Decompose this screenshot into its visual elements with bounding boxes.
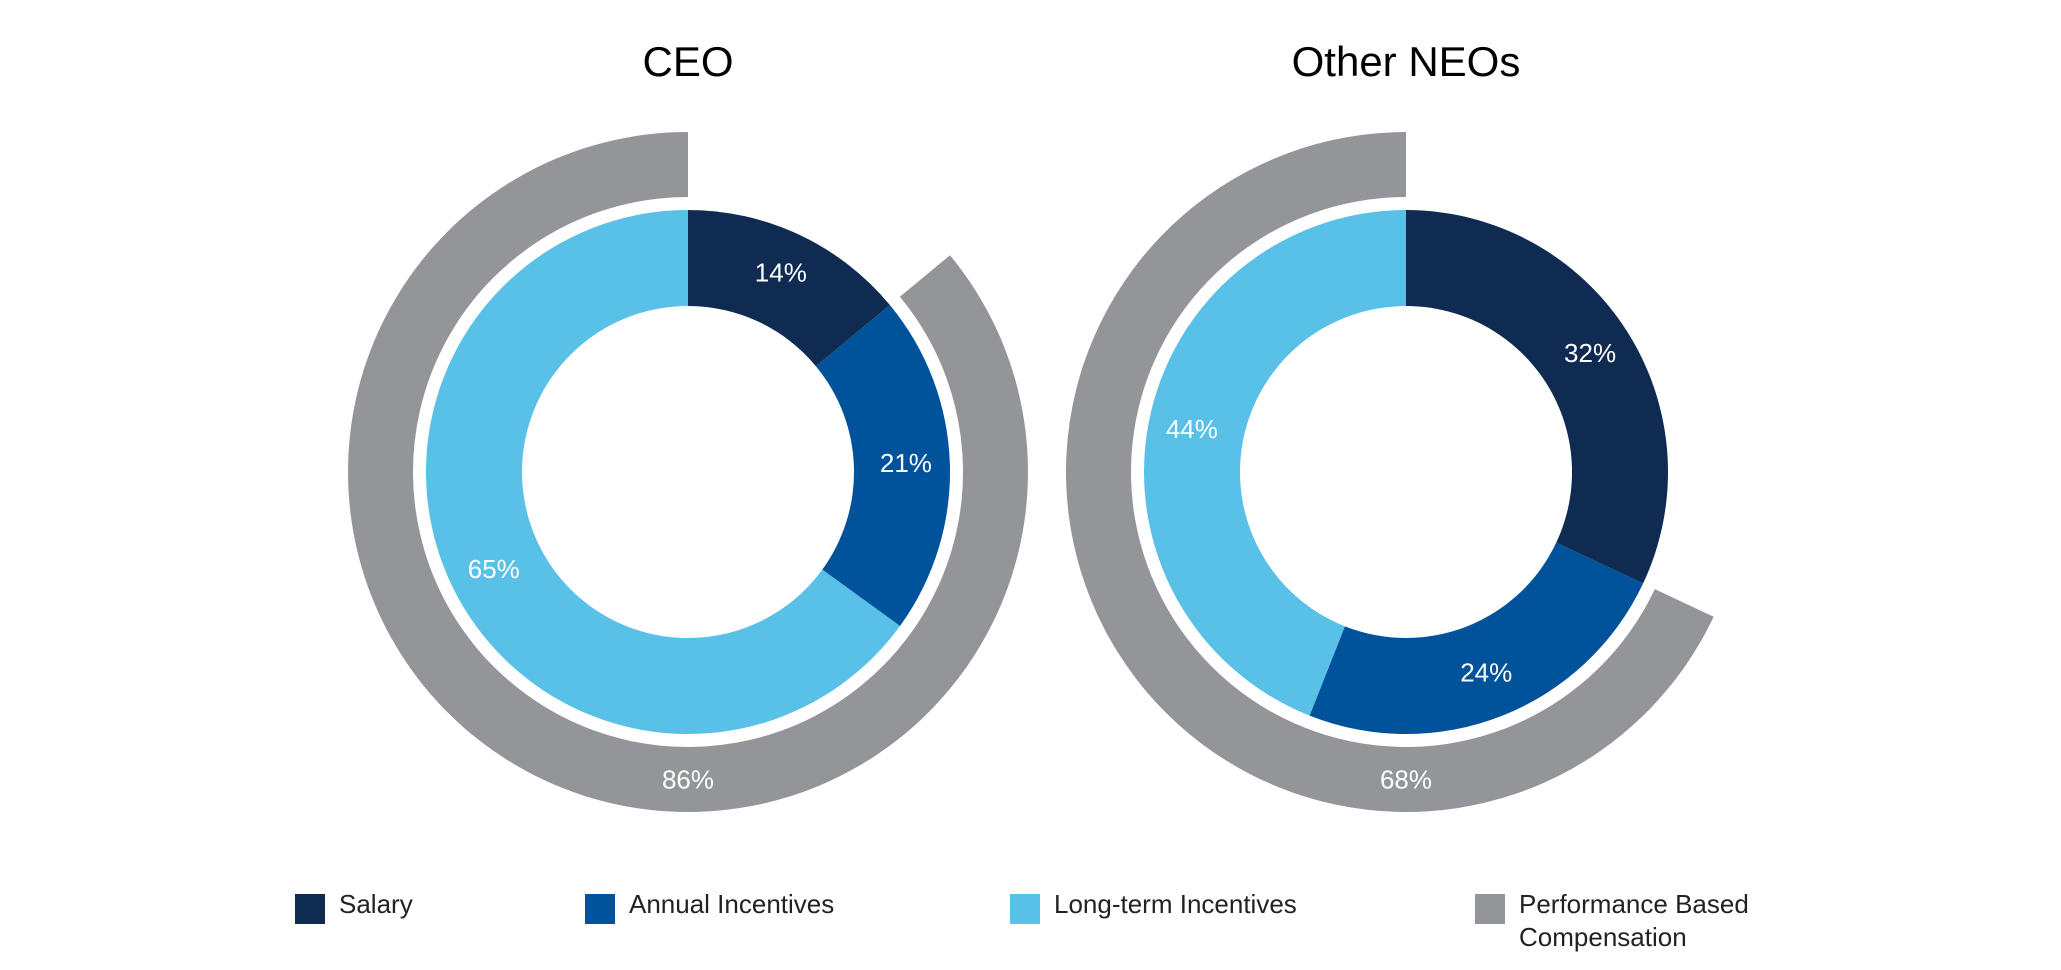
legend-item-salary: Salary [295,888,599,924]
legend-swatch-long-term-incentives [1010,894,1040,924]
other-neos-slice-label-salary: 32% [1564,338,1616,368]
ceo-slice-label-salary: 14% [755,258,807,288]
ceo-chart-title: CEO [642,38,733,85]
ceo-slice-salary [688,210,890,367]
legend-swatch-salary [295,894,325,924]
other-neos-performance-based-label: 68% [1380,764,1432,794]
ceo-performance-based-label: 86% [662,764,714,794]
ceo-slice-annual-incentives [815,304,951,626]
legend-item-long-term-incentives: Long-term Incentives [1010,888,1314,924]
legend-swatch-performance-based [1475,894,1505,924]
legend-label-annual-incentives: Annual Incentives [629,889,835,919]
ceo-donut-chart: CEO 86% 14% 21% 65% [347,38,1028,812]
other-neos-slice-label-annual-incentives: 24% [1460,658,1512,688]
other-neos-slice-long-term-incentives [1144,210,1406,716]
other-neos-slice-annual-incentives [1309,542,1644,735]
ceo-slice-label-annual-incentives: 21% [880,448,932,478]
other-neos-donut-chart: Other NEOs 68% 32% 24% 44% [1066,38,1714,813]
legend-label-long-term-incentives: Long-term Incentives [1054,889,1297,919]
legend-item-annual-incentives: Annual Incentives [585,888,889,924]
legend-label-salary: Salary [339,889,413,919]
legend-item-performance-based-compensation: Performance Based Compensation [1475,888,1809,954]
legend-swatch-annual-incentives [585,894,615,924]
other-neos-slice-label-long-term-incentives: 44% [1166,414,1218,444]
ceo-slice-long-term-incentives [425,210,900,734]
ceo-slice-label-long-term-incentives: 65% [468,554,520,584]
legend-label-performance-based: Performance Based Compensation [1519,889,1749,952]
other-neos-chart-title: Other NEOs [1292,38,1521,85]
other-neos-slice-salary [1406,210,1668,584]
chart-legend: Salary Annual Incentives Long-term Incen… [0,888,2061,968]
